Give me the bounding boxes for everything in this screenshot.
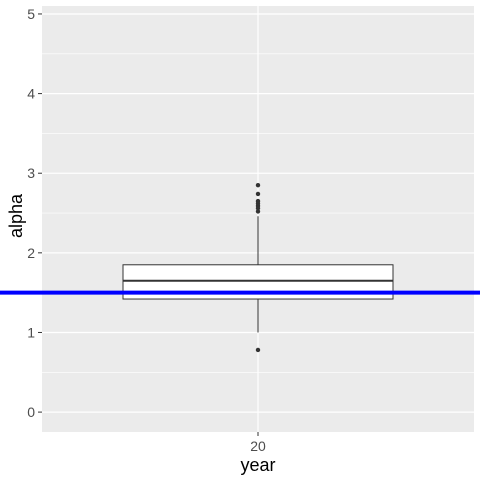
outlier-point <box>255 347 261 353</box>
x-axis-ticks: 20 <box>250 432 266 454</box>
outlier-point <box>255 198 261 204</box>
y-axis-title: alpha <box>6 193 26 238</box>
y-tick-label: 3 <box>27 165 35 181</box>
y-tick-label: 0 <box>27 404 35 420</box>
y-tick-label: 2 <box>27 245 35 261</box>
major-gridlines <box>42 6 474 432</box>
x-axis-title: year <box>240 455 275 475</box>
x-tick-label: 20 <box>250 438 266 454</box>
outlier-point <box>255 191 261 197</box>
y-tick-label: 1 <box>27 324 35 340</box>
y-axis-ticks: 0 1 2 3 4 5 <box>27 6 42 420</box>
y-tick-label: 5 <box>27 6 35 22</box>
outlier-point <box>255 209 261 214</box>
y-tick-label: 4 <box>27 86 35 102</box>
outlier-point <box>255 182 261 188</box>
